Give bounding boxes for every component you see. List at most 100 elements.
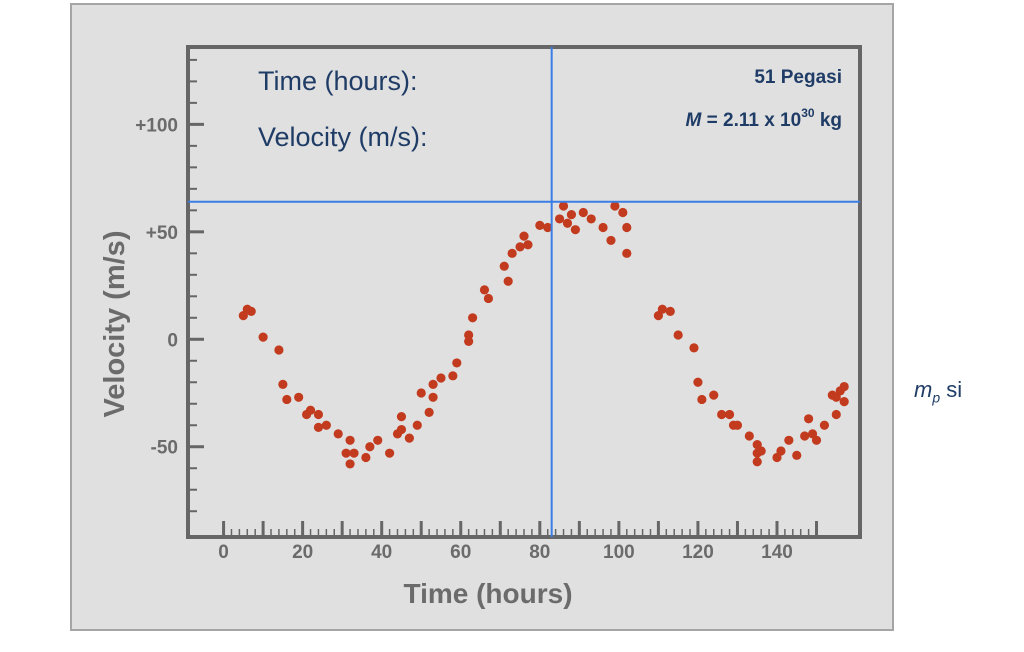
data-point <box>499 261 509 271</box>
data-point <box>313 409 324 420</box>
data-point <box>689 343 699 353</box>
data-point <box>385 448 395 458</box>
chart-panel <box>70 3 894 631</box>
y-tick-label: -50 <box>151 438 178 459</box>
data-point <box>657 304 667 314</box>
data-point <box>424 407 434 417</box>
data-point <box>717 409 727 420</box>
y-axis-tick-labels: +100 +50 0 -50 <box>135 115 178 458</box>
data-point <box>373 435 383 445</box>
side-note-text: si <box>940 377 963 402</box>
data-point <box>428 379 438 390</box>
data-point <box>804 414 814 424</box>
data-point <box>752 457 762 467</box>
mass-exponent: 30 <box>801 106 815 120</box>
x-tick-label: 0 <box>218 542 229 563</box>
mass-symbol: M <box>686 110 703 131</box>
data-point <box>554 214 565 224</box>
data-point <box>282 394 292 405</box>
data-point <box>258 332 268 342</box>
data-point <box>464 330 474 340</box>
time-readout-label: Time (hours): <box>258 66 418 96</box>
data-point <box>313 422 324 432</box>
data-point <box>776 446 786 456</box>
data-point <box>503 276 513 286</box>
data-point <box>416 388 426 398</box>
data-point <box>792 450 802 460</box>
data-point <box>349 448 359 458</box>
data-point <box>365 442 375 452</box>
x-axis-title: Time (hours) <box>403 578 572 609</box>
y-axis-ticks <box>188 58 204 513</box>
data-point <box>618 207 628 218</box>
data-point <box>693 377 703 387</box>
data-point <box>800 431 810 441</box>
data-point <box>464 336 474 347</box>
data-point <box>396 412 407 422</box>
data-point <box>341 448 351 458</box>
data-point <box>673 330 683 340</box>
side-note-subscript: p <box>932 389 941 406</box>
data-point <box>361 452 371 463</box>
data-point <box>452 358 462 368</box>
data-point <box>404 433 414 443</box>
data-point <box>523 240 533 250</box>
data-point <box>606 235 616 246</box>
x-tick-label: 20 <box>292 542 313 563</box>
data-point <box>436 373 446 383</box>
data-point <box>321 420 331 430</box>
data-point <box>839 381 849 392</box>
data-point <box>535 220 545 230</box>
star-mass: M = 2.11 x 1030 kg <box>686 106 842 131</box>
data-point <box>396 424 407 435</box>
y-tick-label: 0 <box>167 330 178 351</box>
data-point <box>246 306 256 316</box>
data-point <box>697 394 707 405</box>
data-point <box>578 207 588 218</box>
data-point <box>570 225 580 235</box>
x-tick-label: 120 <box>682 542 714 563</box>
x-tick-label: 40 <box>371 542 392 563</box>
data-point <box>784 435 794 445</box>
y-tick-label: +100 <box>135 115 178 136</box>
data-point <box>507 248 517 258</box>
data-point <box>586 214 596 224</box>
data-point <box>428 392 438 402</box>
data-point <box>598 222 608 233</box>
data-point <box>610 201 620 211</box>
x-tick-label: 80 <box>529 542 550 563</box>
data-point <box>622 222 632 233</box>
data-point <box>479 285 490 295</box>
x-tick-label: 60 <box>450 542 471 563</box>
data-points <box>238 201 849 469</box>
data-point <box>543 222 553 233</box>
data-point <box>558 201 569 211</box>
velocity-readout-label: Velocity (m/s): <box>258 122 428 152</box>
data-point <box>345 435 355 445</box>
data-point <box>333 429 343 439</box>
data-point <box>562 218 573 228</box>
data-point <box>811 435 822 445</box>
data-point <box>448 371 458 381</box>
data-point <box>345 459 355 469</box>
y-axis-title: Velocity (m/s) <box>99 231 131 418</box>
y-tick-label: +50 <box>146 223 178 244</box>
data-point <box>278 379 288 390</box>
data-point <box>566 210 577 220</box>
data-point <box>305 405 316 415</box>
data-point <box>519 231 529 241</box>
mass-unit: kg <box>815 110 842 131</box>
side-note: mp si <box>914 377 962 405</box>
data-point <box>665 306 675 316</box>
data-point <box>839 397 849 407</box>
side-note-symbol: m <box>914 377 933 402</box>
data-point <box>412 420 422 430</box>
data-point <box>274 345 284 355</box>
data-point <box>756 446 766 456</box>
data-point <box>831 409 841 420</box>
data-point <box>709 390 719 400</box>
star-name: 51 Pegasi <box>754 67 842 88</box>
x-axis-tick-labels: 0 20 40 60 80 100 120 140 <box>218 542 793 563</box>
data-point <box>468 313 478 323</box>
